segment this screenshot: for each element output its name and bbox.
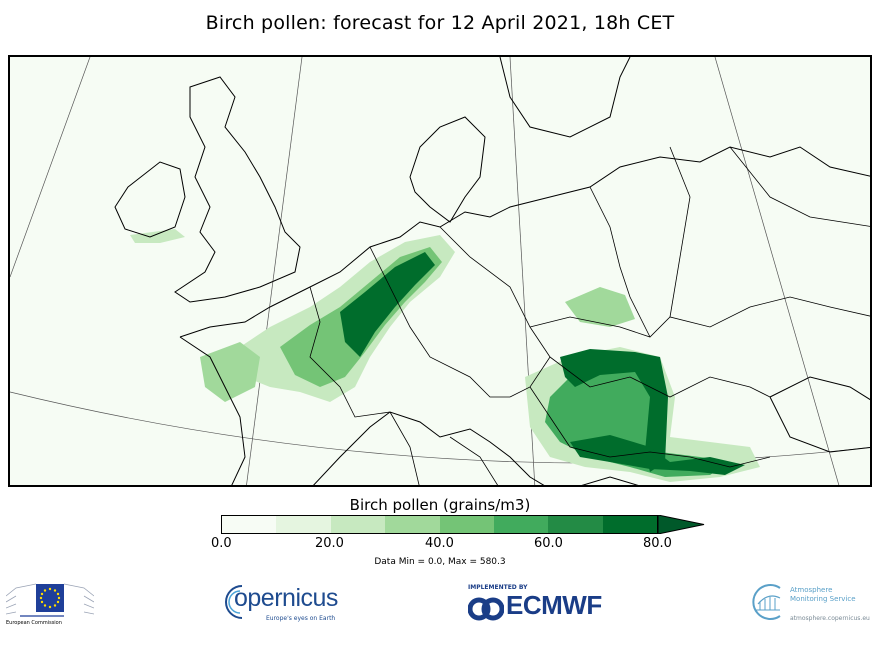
ec-building-icon [5, 583, 95, 617]
colorbar-tick: 60.0 [534, 536, 563, 551]
colorbar-segment [548, 516, 603, 533]
pollen-field-benelux-high [340, 252, 435, 357]
colorbar-segment [385, 516, 440, 533]
pollen-map[interactable] [8, 55, 872, 487]
colorbar-title: Birch pollen (grains/m3) [349, 496, 531, 514]
cams-name: Atmosphere Monitoring Service [790, 586, 856, 604]
cams-globe-icon [752, 584, 781, 620]
copernicus-tagline: Europe's eyes on Earth [266, 615, 336, 622]
colorbar-tick: 40.0 [425, 536, 454, 551]
copernicus-name: opernicus [234, 584, 338, 612]
cams-url: atmosphere.copernicus.eu [790, 615, 870, 622]
ec-label: European Commission [6, 620, 62, 626]
colorbar-tick: 80.0 [643, 536, 672, 551]
copernicus-logo: opernicus Europe's eyes on Earth [222, 582, 338, 626]
pollen-field-balkan-high [570, 435, 745, 475]
borders [309, 146, 870, 485]
pollen-field-france [200, 342, 260, 402]
data-range-text: Data Min = 0.0, Max = 580.3 [374, 557, 506, 567]
ecmwf-implemented-label: IMPLEMENTED BY [468, 584, 528, 591]
colorbar-segment [276, 516, 331, 533]
map-canvas [10, 57, 870, 485]
copernicus-arc-icon [225, 585, 243, 619]
colorbar-segment [493, 516, 549, 533]
pollen-field-uk [130, 229, 185, 243]
colorbar-segment [439, 516, 494, 533]
cams-name-line1: Atmosphere [790, 586, 833, 594]
pollen-field-east-high [560, 349, 668, 472]
coastlines [114, 57, 870, 485]
colorbar-tick: 20.0 [315, 536, 344, 551]
colorbar [221, 515, 658, 534]
pollen-fields [130, 229, 760, 482]
pollen-field-poland [565, 287, 635, 327]
colorbar-segment [222, 516, 277, 533]
chart-title: Birch pollen: forecast for 12 April 2021… [205, 12, 675, 34]
cams-name-line2: Monitoring Service [790, 595, 856, 603]
colorbar-tick: 0.0 [211, 536, 232, 551]
cams-logo: Atmosphere Monitoring Service atmosphere… [750, 582, 870, 626]
colorbar-extend-arrow [658, 515, 705, 534]
colorbar-segment [330, 516, 386, 533]
ecmwf-name: ECMWF [506, 590, 602, 620]
european-commission-logo: European Commission [5, 576, 95, 640]
ecmwf-swirl-icon [468, 597, 504, 621]
colorbar-segment [602, 516, 657, 533]
